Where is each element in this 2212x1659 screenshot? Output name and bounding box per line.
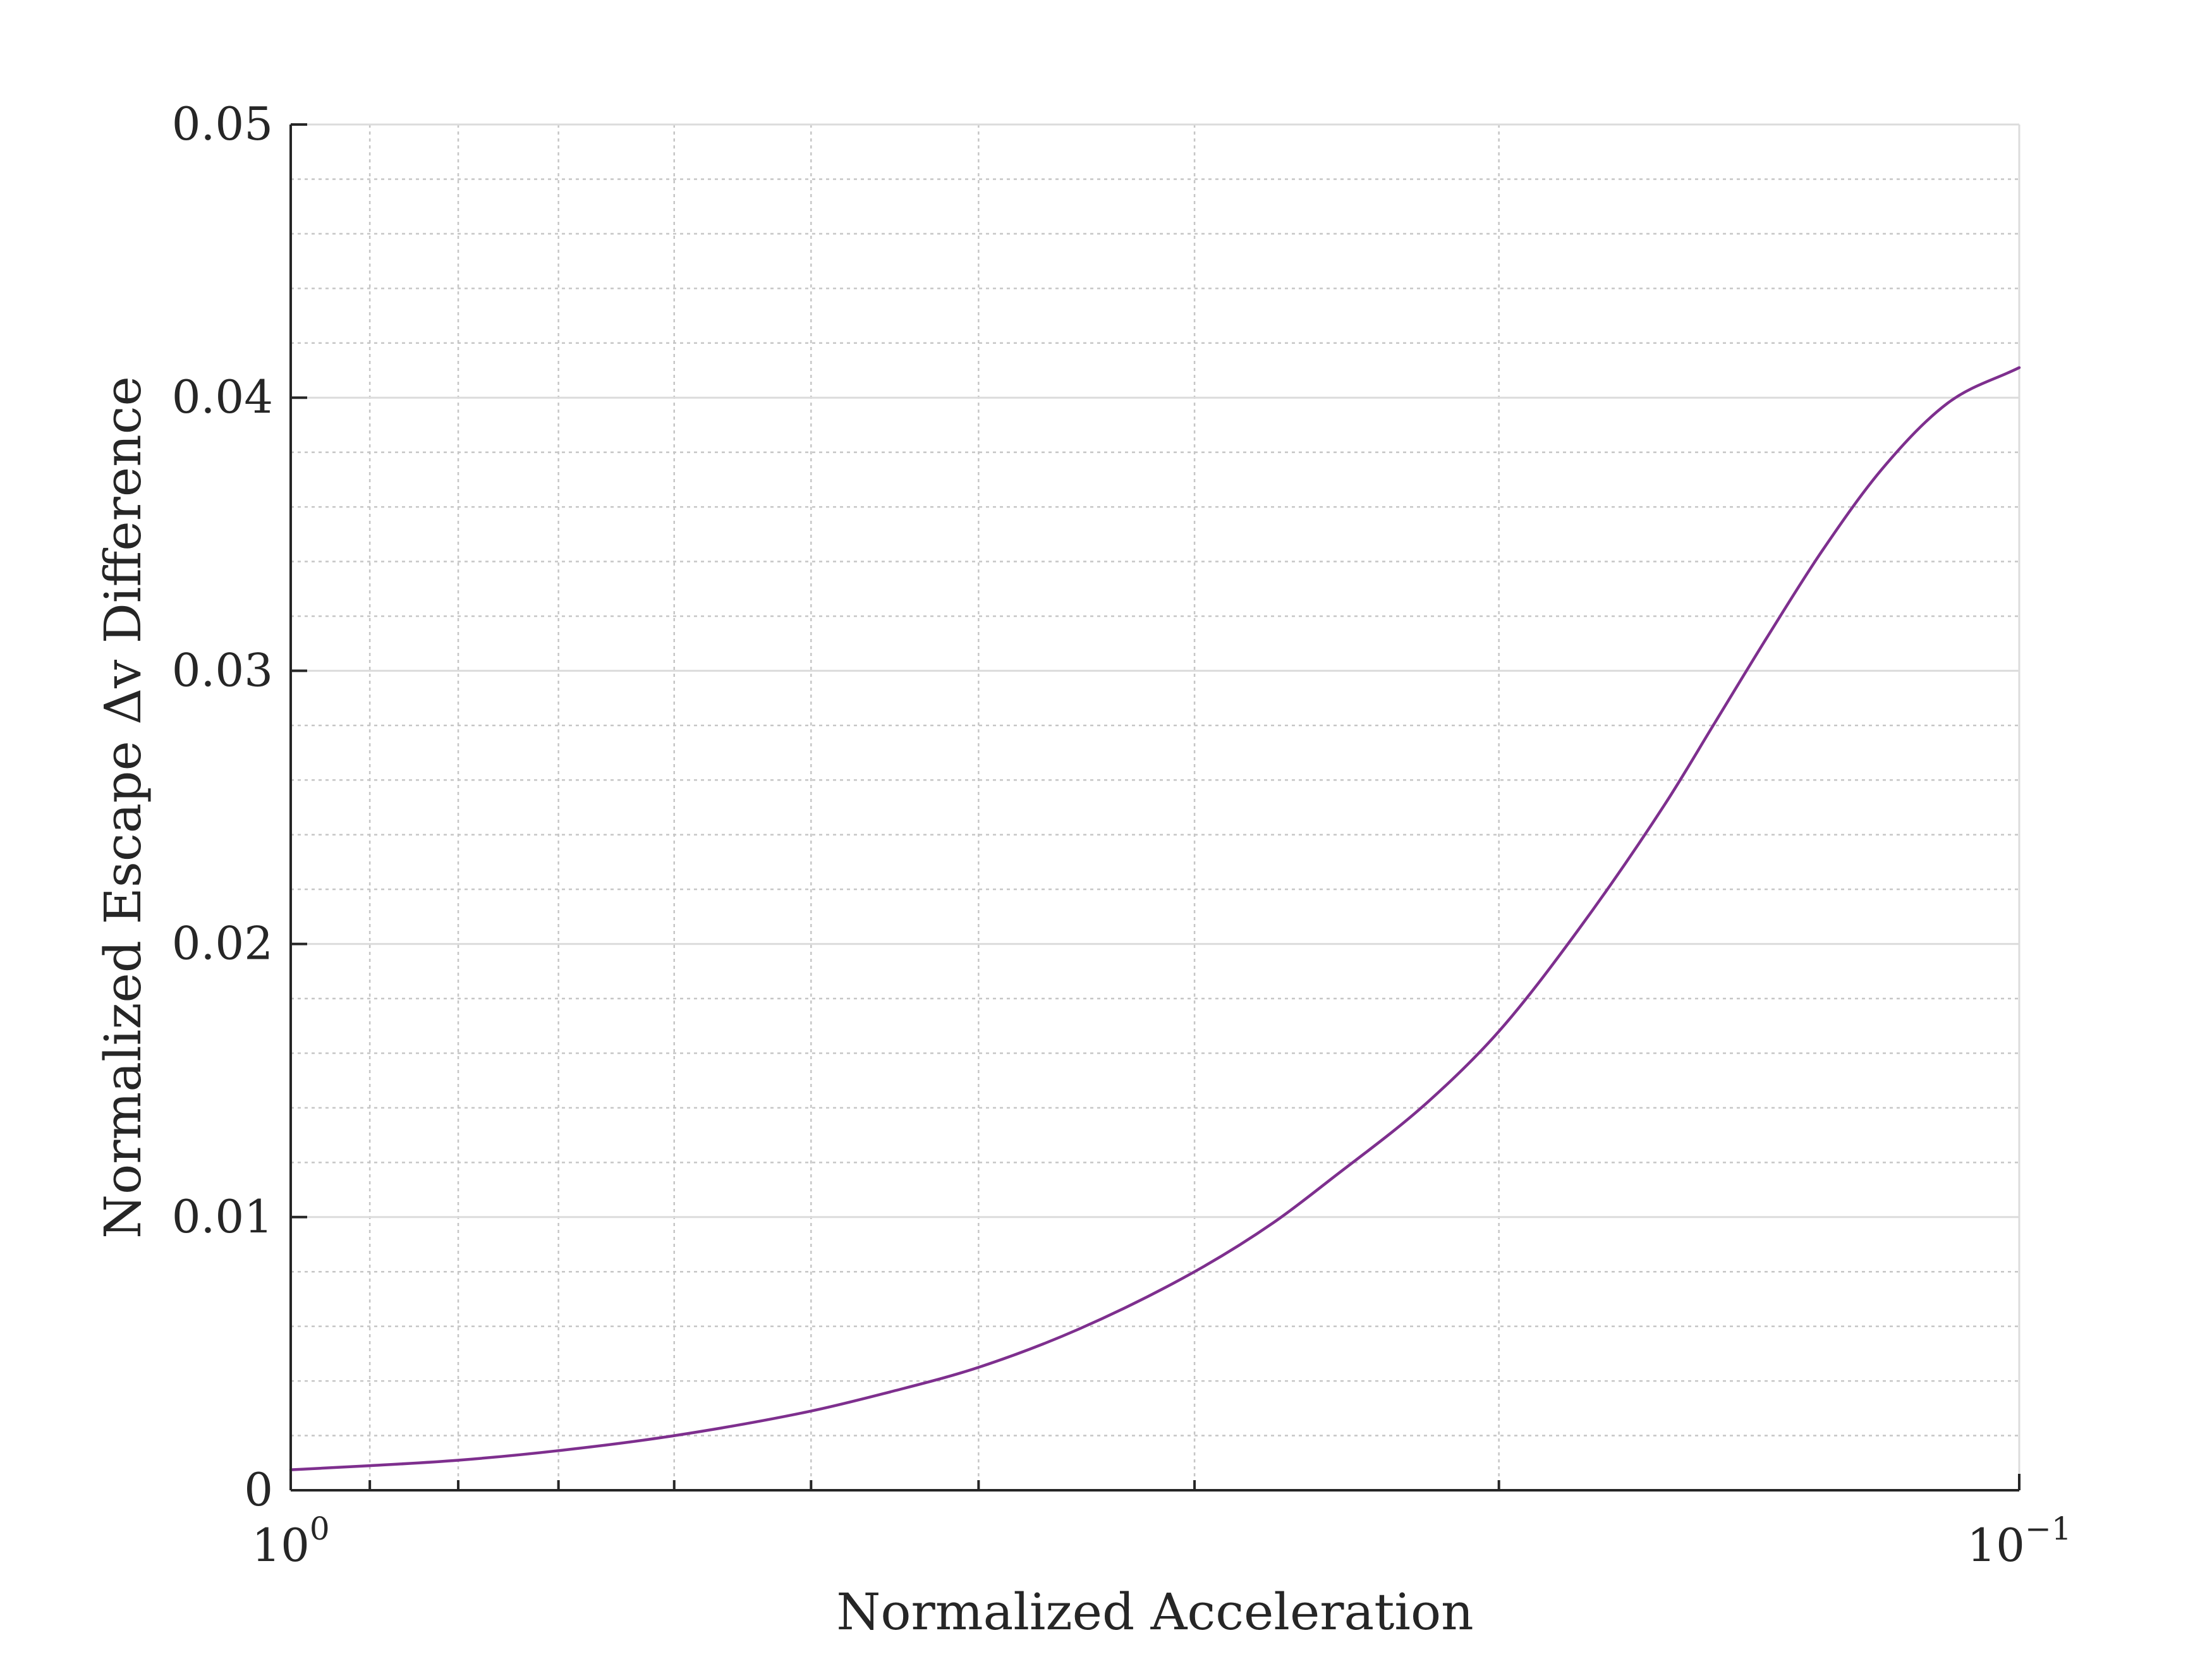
y-tick-label: 0.04 bbox=[172, 370, 273, 423]
y-tick-label: 0.03 bbox=[172, 643, 273, 696]
x-tick-label: 10−1 bbox=[1967, 1510, 2071, 1572]
y-tick-label: 0 bbox=[244, 1463, 273, 1516]
axes bbox=[289, 123, 2021, 1492]
series-line-0 bbox=[289, 366, 2021, 1471]
tick-labels: 0 0.01 0.02 0.03 0.04 0.05 100 10−1 bbox=[172, 97, 2072, 1572]
major-grid bbox=[289, 123, 2021, 1492]
minor-grid bbox=[291, 125, 2019, 1490]
y-axis-title: Normalized Escape Δv Difference bbox=[94, 376, 152, 1239]
y-tick-label: 0.02 bbox=[172, 917, 273, 970]
y-tick-label: 0.05 bbox=[172, 97, 273, 150]
x-axis-title: Normalized Acceleration bbox=[836, 1583, 1473, 1641]
x-tick-label: 100 bbox=[252, 1510, 329, 1572]
y-tick-label: 0.01 bbox=[172, 1190, 273, 1243]
series-layer bbox=[289, 366, 2021, 1471]
